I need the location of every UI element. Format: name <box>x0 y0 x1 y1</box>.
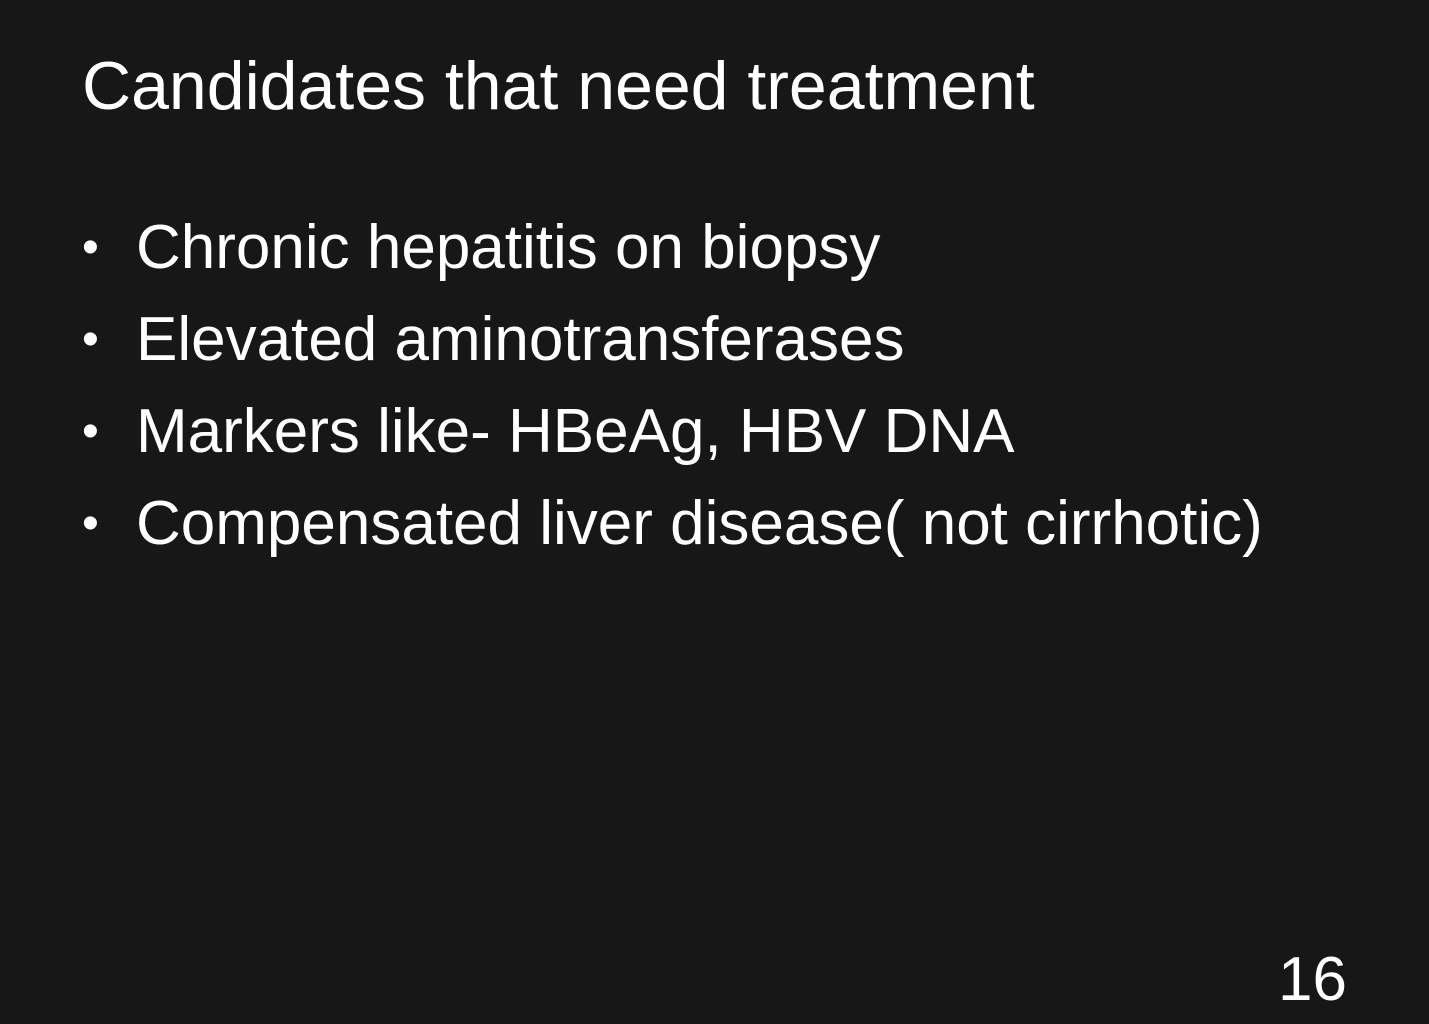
page-number: 16 <box>1278 945 1347 1014</box>
bullet-marker: • <box>82 497 99 550</box>
bullet-marker: • <box>82 405 99 458</box>
slide-title: Candidates that need treatment <box>82 48 1035 124</box>
bullet-text: Elevated aminotransferases <box>136 305 905 374</box>
bullet-text: Compensated liver disease( not cirrhotic… <box>136 489 1263 558</box>
bullet-text: Chronic hepatitis on biopsy <box>136 213 881 282</box>
bullet-marker: • <box>82 221 99 274</box>
bullet-text: Markers like- HBeAg, HBV DNA <box>136 397 1015 466</box>
bullet-marker: • <box>82 313 99 366</box>
